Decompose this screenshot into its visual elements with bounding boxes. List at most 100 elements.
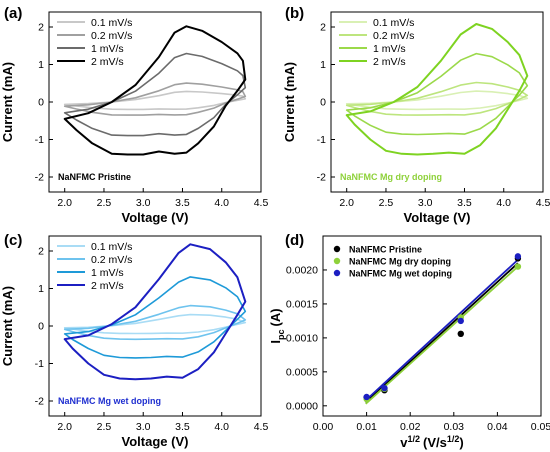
x-tick-label: 3.0: [418, 197, 433, 209]
x-tick-label: 3.5: [175, 421, 190, 433]
x-tick-label: 2.5: [97, 421, 112, 433]
x-tick-label: 0.00: [313, 421, 334, 433]
y-tick-label: 0: [38, 97, 44, 109]
y-tick-label: 2: [38, 22, 44, 34]
x-tick-label: 4.5: [254, 197, 269, 209]
ticks: 2.0 2.5 3.0 3.5 4.0 4.5 -2 -1 0 1 2: [317, 22, 550, 210]
legend: NaNFMC Pristine NaNFMC Mg dry doping NaNFM…: [333, 245, 452, 279]
x-axis-label: Voltage (V): [404, 210, 471, 225]
x-tick-label: 4.0: [496, 197, 511, 209]
ticks: 2.0 2.5 3.0 3.5 4.0 4.5 -2 -1 0 1 2: [35, 246, 269, 434]
x-tick-label: 0.03: [444, 421, 465, 433]
y-tick-label: 1: [38, 59, 44, 71]
ticks: 2.0 2.5 3.0 3.5 4.0 4.5 -2 -1 0 1 2: [35, 22, 269, 210]
x-tick-label: 4.0: [214, 197, 229, 209]
y-tick-label: 2: [320, 22, 326, 34]
panel-b: (b) 2.0 2.5 3.0 3.5 4.0 4.5 -2 -1 0 1 2 0.1 mV/s0.…: [282, 5, 550, 225]
x-tick-label: 3.5: [457, 197, 472, 209]
sample-annotation: NaNFMC Pristine: [58, 172, 131, 182]
x-axis-label: v1/2 (V/s1/2): [400, 434, 463, 450]
panel-letter: (d): [285, 232, 304, 249]
legend-label: 1 mV/s: [91, 267, 124, 279]
cv-curve-4: [63, 243, 247, 381]
legend-label: 0.1 mV/s: [373, 17, 414, 29]
y-axis-label: Current (mA): [282, 62, 297, 142]
x-axis-unit-sup: 1/2: [447, 434, 460, 444]
cv-curve-1: [63, 90, 247, 111]
x-tick-label: 4.5: [536, 197, 550, 209]
legend-label: NaNFMC Pristine: [349, 245, 422, 255]
x-tick-label: 3.0: [136, 197, 151, 209]
x-tick-label: 2.5: [379, 197, 394, 209]
x-tick-label: 4.0: [214, 421, 229, 433]
legend-label: 0.1 mV/s: [91, 17, 132, 29]
data-point: [514, 263, 522, 270]
legend-marker: [333, 245, 341, 253]
y-tick-label: -1: [35, 358, 44, 370]
sample-annotation: NaNFMC Mg wet doping: [58, 396, 161, 406]
legend: 0.1 mV/s0.2 mV/s1 mV/s2 mV/s: [57, 17, 132, 68]
x-axis-symbol: v: [400, 435, 408, 450]
cv-curve-4: [63, 25, 247, 156]
y-tick-label: 0: [38, 321, 44, 333]
sample-annotation: NaNFMC Mg dry doping: [340, 172, 442, 182]
y-tick-label: -2: [35, 172, 44, 184]
y-tick-label: 0.0015: [286, 298, 318, 310]
panel-d: (d) 0.00 0.01 0.02 0.03 0.04 0.05 0.0000 0.0005…: [268, 232, 550, 450]
x-tick-label: 3.5: [175, 197, 190, 209]
y-tick-label: -1: [35, 134, 44, 146]
fit-line: [365, 259, 519, 402]
data-points: [363, 253, 522, 403]
legend-marker: [333, 257, 341, 265]
x-axis-label: Voltage (V): [122, 210, 189, 225]
legend-label: 0.2 mV/s: [91, 254, 132, 266]
cv-curves: [63, 243, 247, 381]
y-tick-label: 1: [38, 283, 44, 295]
legend-label: 2 mV/s: [373, 56, 406, 68]
x-tick-label: 2.0: [57, 421, 72, 433]
fit-line: [365, 265, 519, 405]
legend-label: 0.2 mV/s: [373, 30, 414, 42]
y-axis-label: Current (mA): [0, 286, 15, 366]
x-axis-symbol-sup: 1/2: [408, 434, 421, 444]
legend-label: 2 mV/s: [91, 56, 124, 68]
x-tick-label: 2.0: [57, 197, 72, 209]
y-tick-label: -2: [35, 396, 44, 408]
fit-lines: [365, 259, 519, 405]
x-tick-label: 4.5: [254, 421, 269, 433]
panel-a: (a) 2.0 2.5 3.0 3.5 4.0 4.5 -2 -1 0 1 2 0.1 mV/s0.…: [0, 5, 268, 225]
data-point: [514, 253, 522, 260]
fit-line: [365, 262, 519, 404]
cv-curve-3: [63, 52, 247, 137]
legend-marker: [333, 269, 341, 277]
y-tick-label: 0.0005: [286, 366, 318, 378]
legend-label: 0.2 mV/s: [91, 30, 132, 42]
cv-curves: [63, 25, 247, 156]
data-point: [381, 384, 388, 392]
x-axis-unit: (V/s: [423, 435, 447, 450]
x-axis-unit-close: ): [459, 435, 463, 450]
panel-letter: (a): [4, 5, 22, 22]
legend-label: 1 mV/s: [91, 43, 124, 55]
y-axis-symbol-sub: pc: [276, 329, 286, 340]
data-point: [363, 393, 370, 401]
x-tick-label: 3.0: [136, 421, 151, 433]
y-tick-label: -1: [317, 134, 326, 146]
data-point: [457, 317, 464, 325]
x-tick-label: 0.02: [400, 421, 421, 433]
legend-label: 1 mV/s: [373, 43, 406, 55]
legend-label: 0.1 mV/s: [91, 241, 132, 253]
ticks: 0.00 0.01 0.02 0.03 0.04 0.05 0.0000 0.0005 0.00…: [286, 264, 550, 433]
legend-label: NaNFMC Mg wet doping: [349, 269, 452, 279]
x-tick-label: 2.5: [97, 197, 112, 209]
legend-label: NaNFMC Mg dry doping: [349, 257, 451, 267]
cv-curves: [345, 23, 529, 156]
plot-frame: [322, 235, 542, 417]
y-tick-label: 0.0020: [286, 264, 318, 276]
x-tick-label: 0.01: [356, 421, 377, 433]
y-axis-label: Current (mA): [0, 62, 15, 142]
cv-curve-4: [345, 23, 529, 156]
y-axis-unit: (A): [268, 308, 283, 326]
panel-letter: (c): [4, 232, 22, 249]
